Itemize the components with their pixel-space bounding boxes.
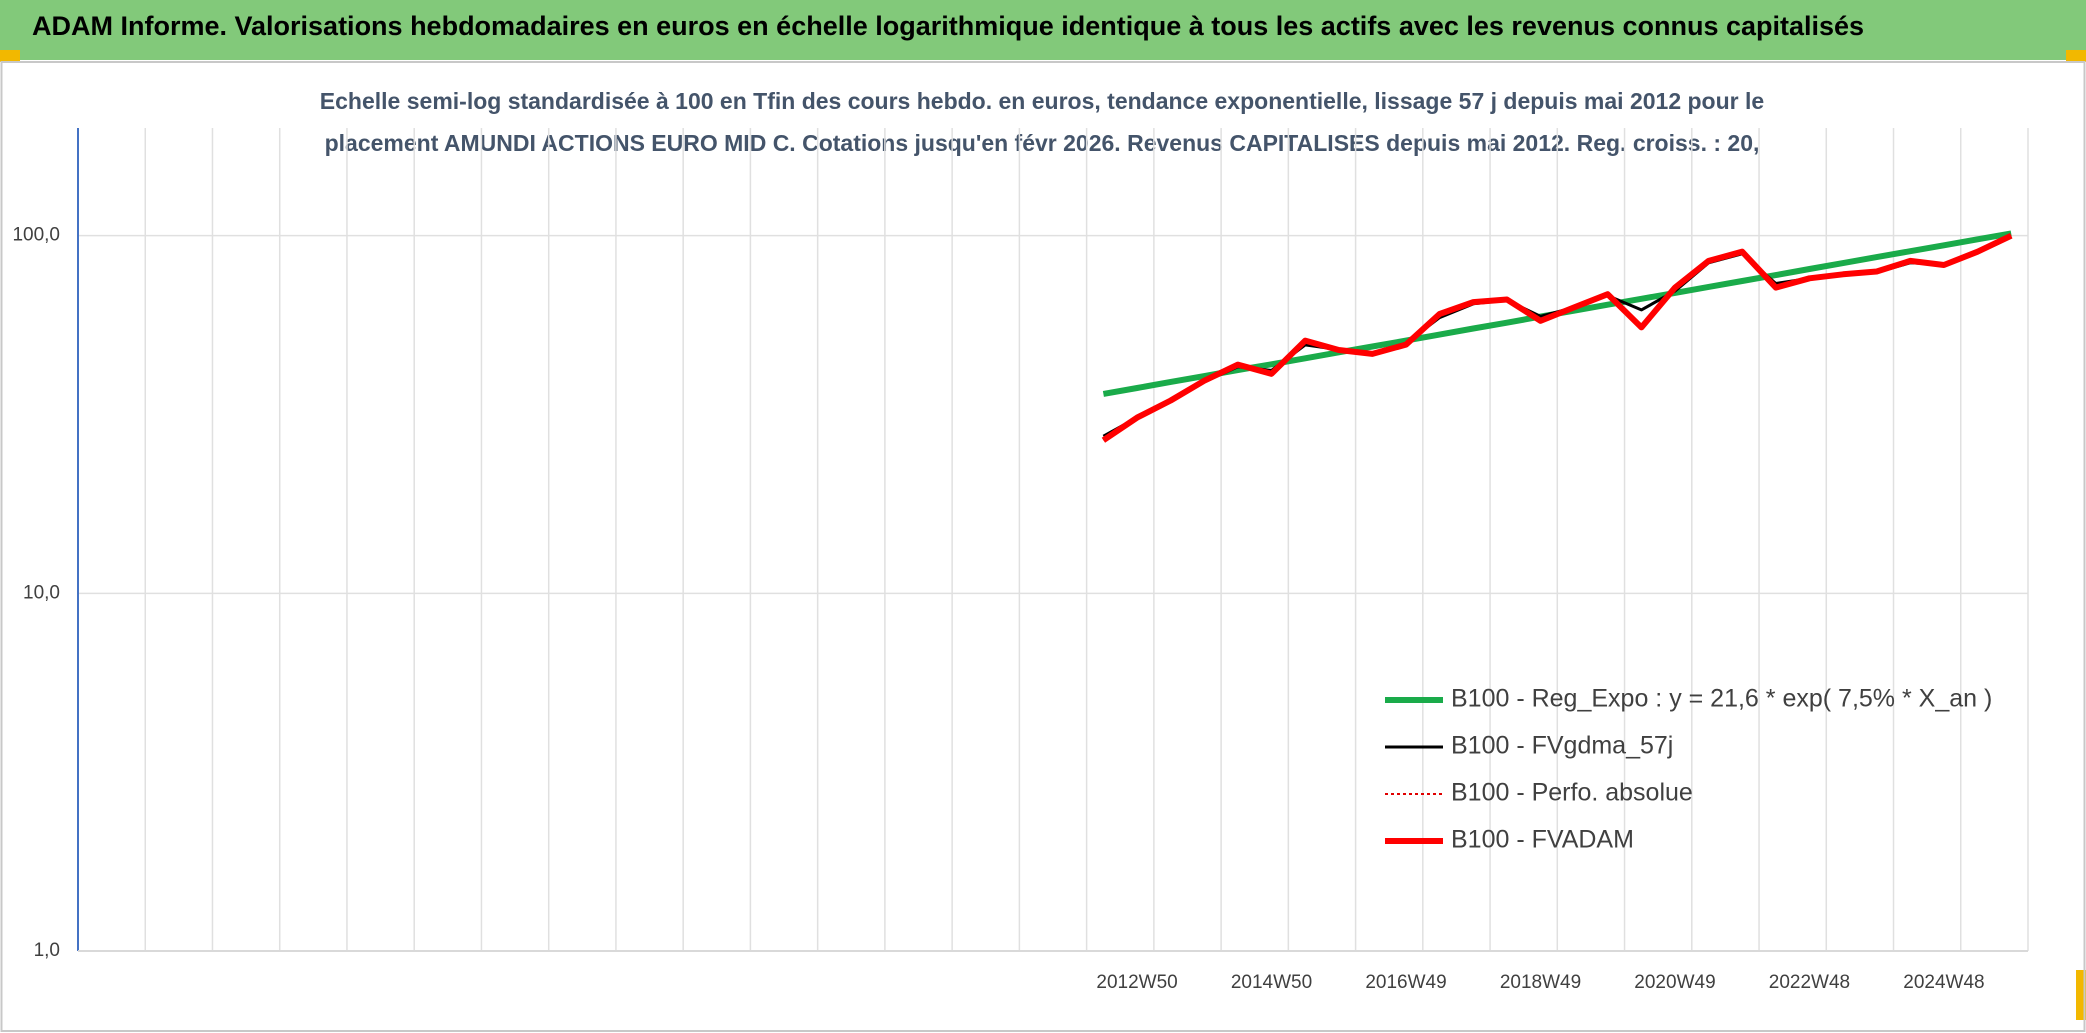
- legend-label: B100 - FVADAM: [1451, 826, 1634, 854]
- corner-mark: [2066, 50, 2086, 62]
- x-tick-label: 2016W49: [1365, 972, 1446, 993]
- legend-label: B100 - Perfo. absolue: [1451, 779, 1693, 807]
- x-tick-label: 2022W48: [1769, 972, 1850, 993]
- y-tick-label: 100,0: [12, 225, 60, 246]
- corner-mark: [0, 50, 20, 62]
- chart-title: ADAM Informe. Valorisations hebdomadaire…: [32, 11, 1864, 41]
- y-tick-label: 10,0: [23, 582, 60, 603]
- corner-mark: [2076, 970, 2086, 1020]
- x-tick-label: 2012W50: [1096, 972, 1177, 993]
- chart-subtitle: placement AMUNDI ACTIONS EURO MID C. Cot…: [325, 130, 1760, 156]
- x-tick-label: 2018W49: [1500, 972, 1581, 993]
- x-tick-label: 2020W49: [1634, 972, 1715, 993]
- y-tick-label: 1,0: [34, 940, 60, 961]
- legend-label: B100 - Reg_Expo : y = 21,6 * exp( 7,5% *…: [1451, 685, 1992, 713]
- frame: [0, 61, 2086, 1032]
- legend-label: B100 - FVgdma_57j: [1451, 732, 1673, 760]
- header-bar: [0, 0, 2086, 60]
- series-line: [1101, 232, 2013, 443]
- chart-subtitle: Echelle semi-log standardisée à 100 en T…: [320, 88, 1764, 114]
- x-tick-label: 2024W48: [1903, 972, 1984, 993]
- x-tick-label: 2014W50: [1231, 972, 1312, 993]
